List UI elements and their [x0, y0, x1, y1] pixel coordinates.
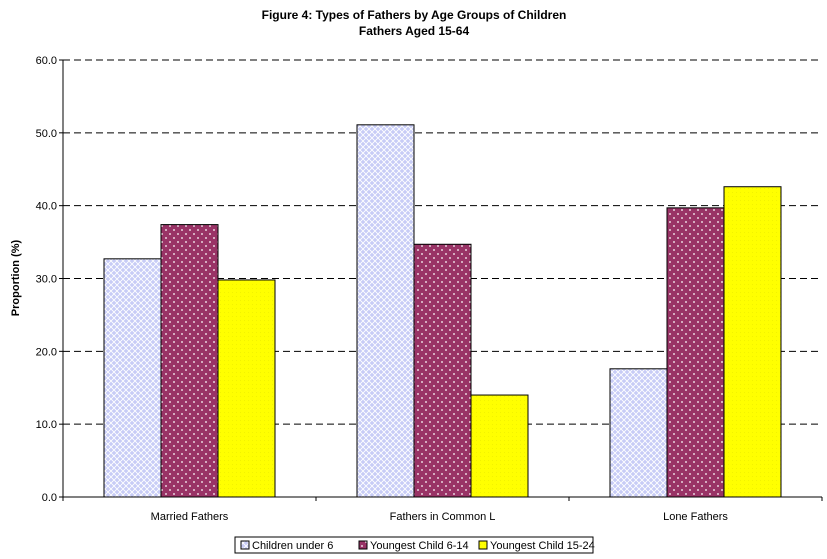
legend-swatch [359, 541, 367, 549]
bar [724, 187, 781, 497]
x-tick-labels: Married Fathers Fathers in Common L Lone F… [151, 511, 729, 523]
legend-swatch [241, 541, 249, 549]
chart-subtitle: Fathers Aged 15-64 [359, 24, 470, 38]
y-tick-label: 10.0 [36, 419, 57, 431]
y-tick-labels: 0.0 10.0 20.0 30.0 40.0 50.0 60.0 [36, 55, 57, 504]
legend: Children under 6 Youngest Child 6-14 Young… [235, 537, 595, 553]
bar [471, 395, 528, 497]
bar [357, 125, 414, 497]
x-tick-label: Fathers in Common L [390, 511, 496, 523]
bar [218, 280, 275, 497]
bar [414, 244, 471, 497]
y-axis-label: Proportion (%) [10, 239, 22, 316]
y-tick-label: 30.0 [36, 274, 57, 286]
bars [104, 125, 781, 497]
x-tick-label: Married Fathers [151, 511, 229, 523]
y-tick-label: 0.0 [42, 492, 57, 504]
bar [610, 369, 667, 497]
legend-label: Youngest Child 15-24 [490, 540, 595, 552]
bar [161, 225, 218, 497]
bar [104, 259, 161, 497]
legend-label: Children under 6 [252, 540, 333, 552]
legend-swatch [479, 541, 487, 549]
legend-label: Youngest Child 6-14 [370, 540, 469, 552]
x-tick-label: Lone Fathers [663, 511, 728, 523]
y-tick-label: 60.0 [36, 55, 57, 67]
bar [667, 208, 724, 497]
y-tick-label: 20.0 [36, 346, 57, 358]
y-tick-label: 40.0 [36, 201, 57, 213]
chart-title: Figure 4: Types of Fathers by Age Groups… [262, 8, 567, 22]
y-tick-label: 50.0 [36, 128, 57, 140]
